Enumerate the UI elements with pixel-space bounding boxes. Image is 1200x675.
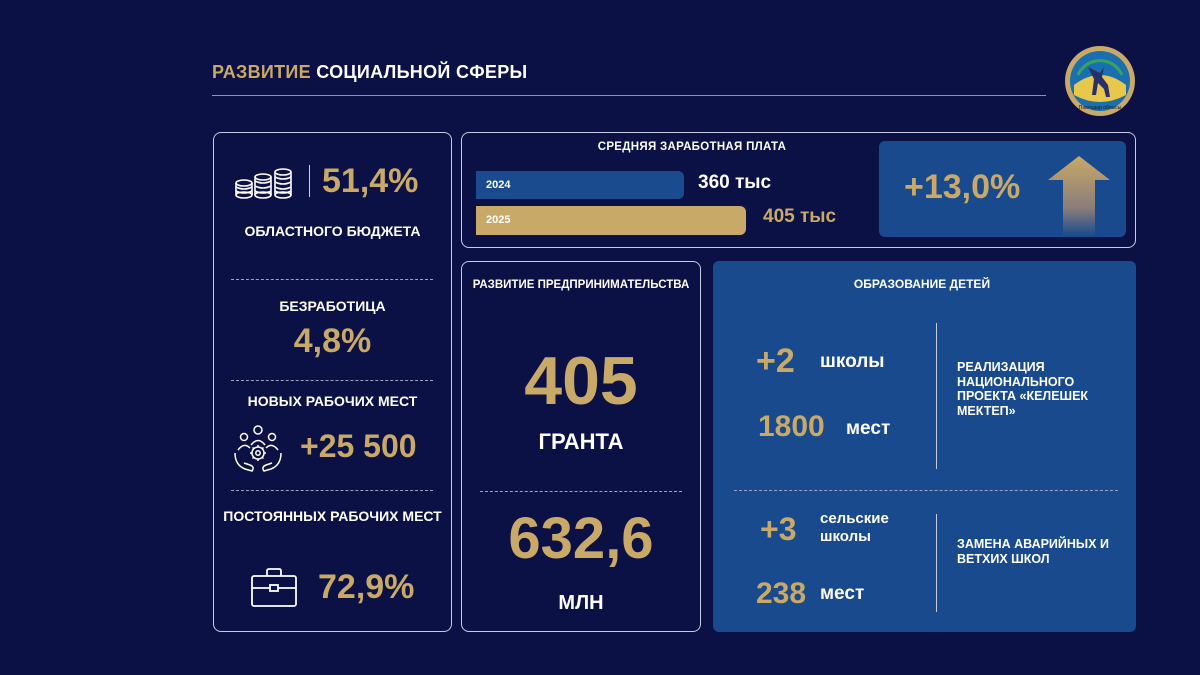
unemployment-value: 4,8% (293, 322, 372, 360)
salary-title: СРЕДНЯЯ ЗАРАБОТНАЯ ПЛАТА (597, 141, 787, 153)
rural-places-word: мест (820, 583, 865, 604)
salary-value-2025: 405 тыс (763, 206, 837, 227)
schools-number: +2 (756, 342, 795, 380)
bar-year-label: 2025 (486, 214, 511, 226)
divider (480, 491, 682, 492)
budget-value: 51,4% (322, 162, 419, 200)
education-title: ОБРАЗОВАНИЕ ДЕТЕЙ (853, 277, 991, 291)
salary-bar-2024: 2024 (476, 171, 684, 199)
emblem-text: Павлодар облысы (1079, 105, 1122, 111)
title-divider (212, 95, 1046, 96)
divider (734, 490, 1118, 491)
unemployment-label: БЕЗРАБОТИЦА (279, 298, 386, 314)
entrepreneurship-title: РАЗВИТИЕ ПРЕДПРИНИМАТЕЛЬСТВА (472, 279, 690, 291)
salary-value-2024: 360 тыс (698, 172, 772, 193)
rural-schools-word: сельские школы (820, 510, 889, 545)
school-replacement-text: ЗАМЕНА АВАРИЙНЫХ И ВЕТХИХ ШКОЛ (957, 537, 1109, 566)
education-separator (936, 323, 937, 469)
salary-growth-value: +13,0% (904, 168, 1021, 206)
education-separator (936, 514, 937, 612)
page-title: РАЗВИТИЕ СОЦИАЛЬНОЙ СФЕРЫ (212, 62, 527, 83)
salary-panel (461, 132, 1136, 248)
national-project-text: РЕАЛИЗАЦИЯ НАЦИОНАЛЬНОГО ПРОЕКТА «КЕЛЕШЕ… (957, 360, 1089, 418)
education-panel (713, 261, 1136, 632)
divider (231, 380, 433, 381)
permanent-jobs-label: ПОСТОЯННЫХ РАБОЧИХ МЕСТ (223, 508, 442, 524)
budget-label: ОБЛАСТНОГО БЮДЖЕТА (244, 223, 421, 239)
budget-separator (309, 165, 310, 197)
schools-word: школы (820, 351, 885, 372)
entrepreneurship-panel (461, 261, 701, 632)
title-rest: СОЦИАЛЬНОЙ СФЕРЫ (310, 62, 528, 82)
grants-amount-unit: МЛН (558, 592, 604, 614)
grants-amount: 632,6 (508, 506, 654, 571)
title-accent: РАЗВИТИЕ (212, 62, 311, 82)
grants-number: 405 (524, 343, 638, 419)
divider (231, 490, 433, 491)
bar-year-label: 2024 (486, 179, 511, 191)
places-word: мест (846, 418, 891, 439)
grants-label: ГРАНТА (538, 429, 624, 454)
people-in-hands-icon (234, 425, 282, 472)
new-jobs-value: +25 500 (300, 428, 417, 464)
briefcase-icon (251, 568, 297, 607)
up-arrow-icon (1048, 156, 1110, 236)
places-number: 1800 (758, 410, 825, 443)
divider (231, 279, 433, 280)
new-jobs-label: НОВЫХ РАБОЧИХ МЕСТ (247, 393, 418, 409)
salary-bar-2025: 2025 (476, 206, 746, 235)
rural-schools-number: +3 (760, 511, 797, 547)
permanent-jobs-value: 72,9% (318, 568, 415, 606)
coins-icon (235, 168, 292, 199)
region-emblem-icon: Павлодар облысы (1065, 46, 1135, 116)
left-stats-panel (213, 132, 452, 632)
rural-places-number: 238 (756, 577, 807, 610)
